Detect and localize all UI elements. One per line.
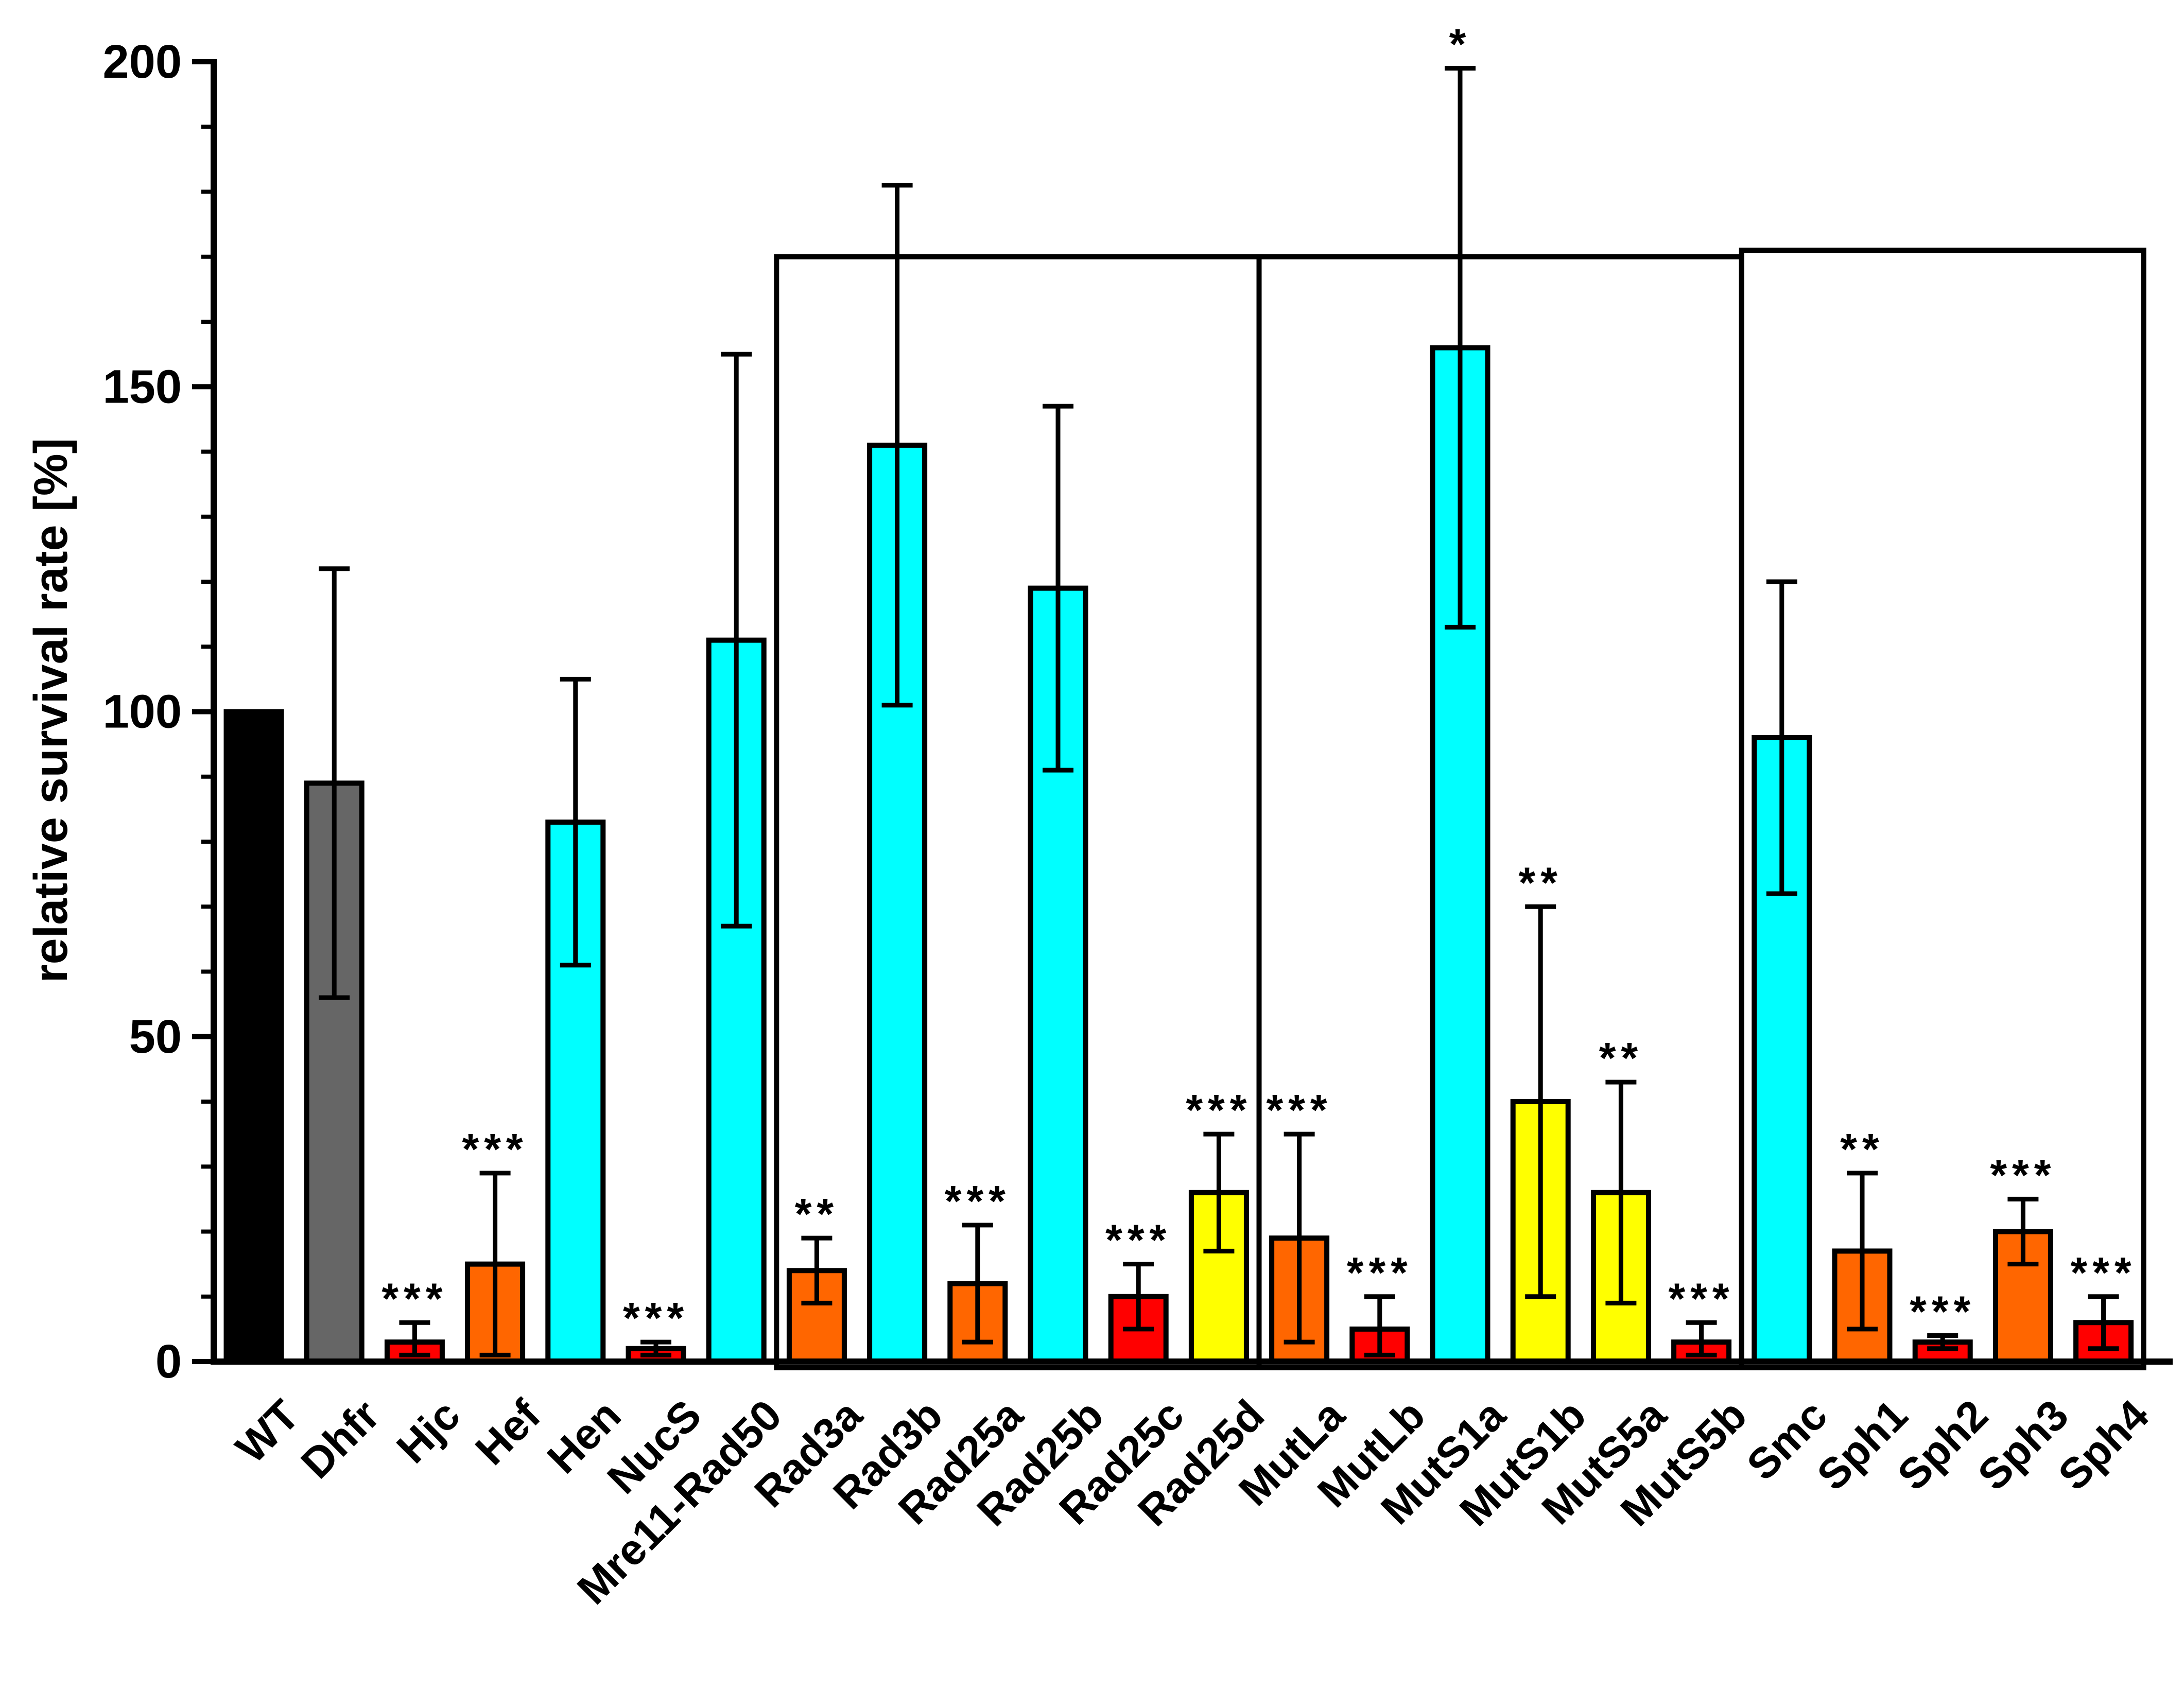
x-tick-label-wt: WT xyxy=(227,1390,308,1472)
significance-mutla: *** xyxy=(1267,1086,1332,1134)
group-box-3 xyxy=(1739,248,2146,1370)
y-tick-label-50: 50 xyxy=(129,1010,182,1063)
group-box-2 xyxy=(1256,254,1744,1370)
significance-muts1a: * xyxy=(1449,20,1471,68)
significance-nucs: *** xyxy=(623,1294,689,1342)
y-tick-label-200: 200 xyxy=(103,36,182,88)
y-tick-label-150: 150 xyxy=(103,360,182,413)
y-tick-label-0: 0 xyxy=(155,1335,182,1388)
y-tick-label-100: 100 xyxy=(103,686,182,738)
significance-rad25c: *** xyxy=(1105,1216,1171,1264)
significance-rad25a: *** xyxy=(945,1177,1011,1225)
bar-rad25d xyxy=(1188,1190,1249,1364)
significance-sph4: *** xyxy=(2071,1248,2137,1297)
x-tick-label-hef: Hef xyxy=(466,1390,550,1474)
significance-sph1: ** xyxy=(1840,1125,1884,1173)
group-box-1 xyxy=(774,254,1262,1370)
significance-muts1b: ** xyxy=(1519,858,1563,907)
x-tick-label-dhfr: Dhfr xyxy=(291,1390,389,1488)
significance-muts5b: *** xyxy=(1669,1274,1735,1322)
y-axis-label: relative survival rate [%] xyxy=(25,438,77,983)
significance-rad25d: *** xyxy=(1186,1086,1252,1134)
significance-hjc: *** xyxy=(382,1274,447,1322)
x-tick-label-sph4: Sph4 xyxy=(2049,1390,2158,1500)
x-tick-label-sph2: Sph2 xyxy=(1888,1390,1997,1500)
significance-muts5a: ** xyxy=(1599,1034,1643,1082)
significance-hef: *** xyxy=(462,1125,528,1173)
x-tick-label-sph1: Sph1 xyxy=(1808,1390,1917,1500)
bar-wt xyxy=(223,709,284,1364)
significance-mutlb: *** xyxy=(1347,1248,1413,1297)
x-tick-label-sph3: Sph3 xyxy=(1968,1390,2077,1500)
x-tick-label-hjc: Hjc xyxy=(387,1390,469,1472)
significance-sph3: *** xyxy=(1990,1151,2056,1199)
significance-rad3a: ** xyxy=(795,1190,839,1238)
significance-sph2: *** xyxy=(1910,1287,1975,1336)
